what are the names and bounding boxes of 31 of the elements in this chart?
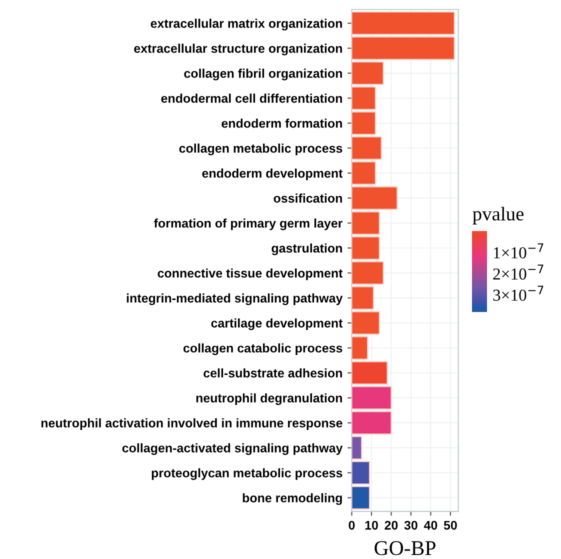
y-tick-label: collagen-activated signaling pathway xyxy=(122,443,343,455)
y-tick-label: endodermal cell differentiation xyxy=(161,94,342,103)
y-tick-label: neutrophil activation involved in immune response xyxy=(41,418,342,430)
y-tick-label: collagen metabolic process xyxy=(179,144,342,156)
y-tick-label: ossification xyxy=(274,194,342,203)
x-tick-label: 30 xyxy=(404,520,418,530)
y-tick-label: proteoglycan metabolic process xyxy=(152,468,342,480)
y-tick-label: cartilage development xyxy=(211,318,343,330)
x-tick-label: 10 xyxy=(365,520,378,530)
x-tick-label: 40 xyxy=(424,520,438,530)
color-bar-title: pvalue xyxy=(472,206,524,224)
y-tick-label: extracellular matrix organization xyxy=(150,18,342,30)
y-tick-label: connective tissue development xyxy=(158,268,343,280)
y-tick-label: extracellular structure organization xyxy=(134,44,342,56)
y-tick-label: collagen fibril organization xyxy=(184,68,342,80)
y-tick-label: endoderm formation xyxy=(222,118,342,128)
y-tick-label: bone remodeling xyxy=(242,493,342,505)
y-tick-label: cell-substrate adhesion xyxy=(204,368,342,378)
color-bar-label: 3×10$^{−7}$ xyxy=(493,286,544,301)
y-tick-label: endoderm development xyxy=(202,168,343,180)
x-tick-label: 0 xyxy=(348,520,355,530)
x-tick-label: 50 xyxy=(444,520,457,530)
color-bar-label: 1×10$^{−7}$ xyxy=(494,243,544,258)
y-tick-label: neutrophil degranulation xyxy=(196,393,342,406)
y-tick-label: integrin-mediated signaling pathway xyxy=(126,293,343,306)
y-tick-label: gastrulation xyxy=(272,243,342,256)
x-axis-title: GO-BP xyxy=(374,541,436,556)
y-tick-label: collagen catabolic process xyxy=(183,343,342,356)
x-tick-label: 20 xyxy=(384,520,398,530)
color-bar-label: 2×10$^{−7}$ xyxy=(493,264,544,280)
y-tick-label: formation of primary germ layer xyxy=(154,218,343,230)
